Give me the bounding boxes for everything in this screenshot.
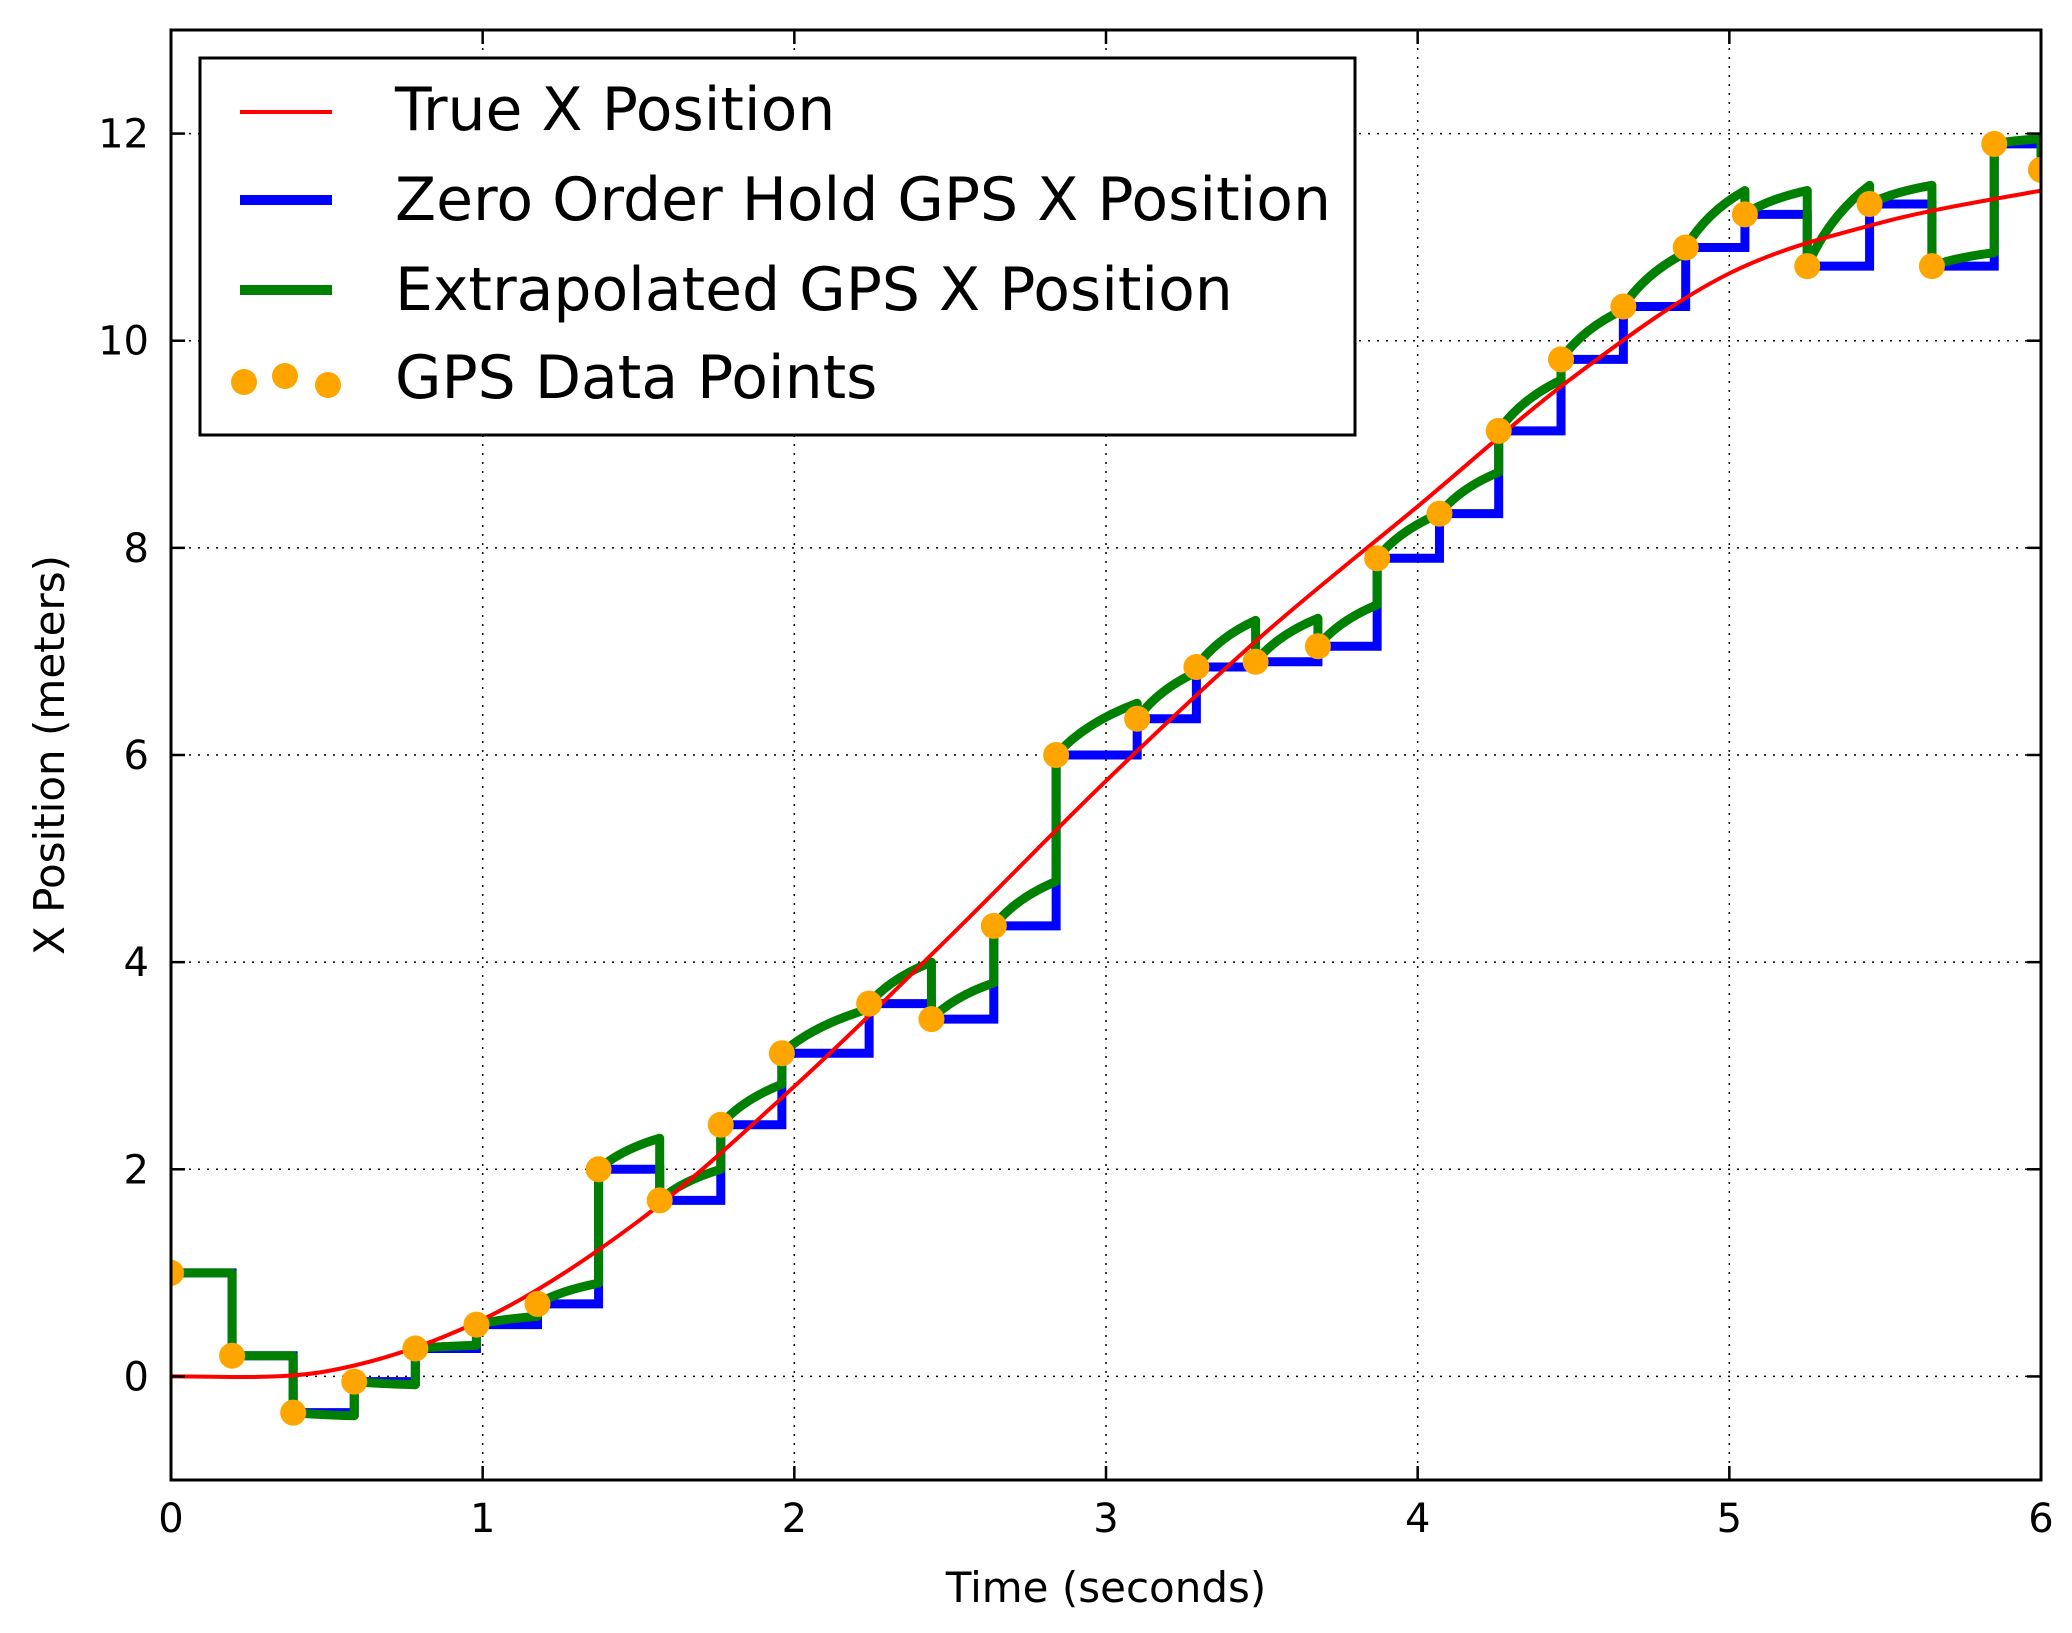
gps-data-point	[1672, 234, 1699, 261]
legend-label-extrap: Extrapolated GPS X Position	[395, 255, 1233, 325]
gps-data-point	[1610, 293, 1637, 320]
gps-data-point	[341, 1368, 368, 1395]
gps-data-point	[1981, 130, 2008, 157]
x-tick-label: 4	[1405, 1496, 1430, 1542]
gps-data-point	[1183, 653, 1210, 680]
legend-label-points: GPS Data Points	[395, 343, 877, 413]
y-tick-label: 8	[124, 526, 149, 572]
gps-data-point	[1485, 417, 1512, 444]
x-tick-label: 6	[2028, 1496, 2053, 1542]
y-tick-label: 2	[124, 1147, 149, 1193]
true-position-line	[171, 188, 2041, 1380]
gps-data-point	[918, 1006, 945, 1033]
x-tick-label: 2	[782, 1496, 807, 1542]
y-axis-label: X Position (meters)	[25, 555, 74, 955]
gps-data-point	[980, 912, 1007, 939]
gps-data-point	[646, 1187, 673, 1214]
gps-data-point	[1856, 191, 1883, 217]
gps-data-point	[1426, 500, 1453, 527]
y-tick-label: 0	[124, 1354, 149, 1400]
y-tick-label: 10	[98, 319, 149, 365]
gps-data-point	[1242, 648, 1269, 675]
legend-label-zoh: Zero Order Hold GPS X Position	[395, 165, 1331, 235]
gps-data-point	[1548, 346, 1575, 373]
x-tick-label: 5	[1717, 1496, 1742, 1542]
gps-data-point	[1918, 253, 1945, 280]
gps-data-point	[768, 1040, 795, 1067]
gps-data-point	[524, 1290, 551, 1317]
gps-data-point	[707, 1111, 734, 1138]
gps-data-point	[1124, 705, 1151, 732]
legend-swatch-points-2	[272, 363, 298, 389]
gps-data-point	[402, 1335, 429, 1362]
series-layer	[171, 130, 2041, 1426]
legend-label-true: True X Position	[394, 75, 835, 145]
x-tick-label: 1	[470, 1496, 495, 1542]
legend-box	[198, 56, 1357, 437]
gps-data-point	[219, 1342, 246, 1369]
gps-data-point	[585, 1156, 612, 1183]
gps-data-point	[171, 1259, 184, 1286]
gps-data-point	[280, 1399, 307, 1426]
gps-data-point	[1043, 742, 1070, 768]
y-tick-label: 12	[98, 112, 149, 158]
y-tick-label: 6	[124, 733, 149, 779]
gps-data-point	[2028, 156, 2041, 183]
grid-lines	[171, 30, 2041, 1480]
legend: True X Position Zero Order Hold GPS X Po…	[198, 56, 1357, 437]
gps-data-point	[1731, 201, 1758, 228]
legend-swatch-points-1	[231, 369, 257, 395]
gps-data-point	[463, 1311, 490, 1338]
x-axis-label: Time (seconds)	[945, 1563, 1267, 1612]
y-tick-label: 4	[124, 940, 149, 986]
gps-data-point	[1304, 633, 1331, 660]
x-tick-label: 0	[158, 1496, 183, 1542]
legend-swatch-points-3	[315, 372, 341, 398]
gps-data-point	[1364, 545, 1391, 572]
x-tick-label: 3	[1093, 1496, 1118, 1542]
gps-data-point	[1794, 253, 1821, 280]
gps-data-point	[856, 990, 883, 1017]
